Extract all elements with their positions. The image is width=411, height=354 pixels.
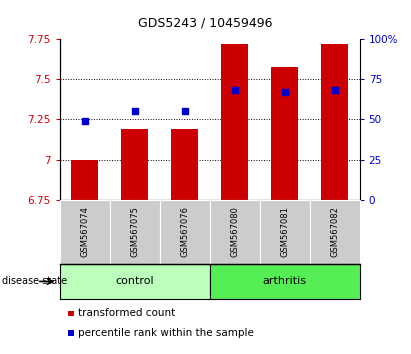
Bar (221, 44, 248, 200)
Text: GSM567074: GSM567074 (80, 206, 89, 257)
Point (331, 88, 338, 93)
Text: disease state: disease state (2, 276, 67, 286)
Point (132, 109, 138, 114)
Text: transformed count: transformed count (78, 308, 175, 318)
Point (231, 88, 238, 93)
Text: arthritis: arthritis (263, 276, 307, 286)
Text: GSM567076: GSM567076 (180, 206, 189, 257)
Point (81, 118, 88, 124)
Text: GSM567081: GSM567081 (280, 206, 289, 257)
Bar (121, 129, 148, 200)
Text: GDS5243 / 10459496: GDS5243 / 10459496 (138, 17, 273, 29)
Text: control: control (115, 276, 154, 286)
Text: GSM567075: GSM567075 (130, 206, 139, 257)
Bar (271, 67, 298, 200)
Point (281, 89, 288, 95)
Text: GSM567080: GSM567080 (230, 206, 239, 257)
Bar (71, 160, 98, 200)
Bar (321, 44, 349, 200)
Bar (171, 129, 199, 200)
Point (181, 109, 188, 114)
Text: percentile rank within the sample: percentile rank within the sample (78, 328, 254, 338)
Text: GSM567082: GSM567082 (330, 206, 339, 257)
